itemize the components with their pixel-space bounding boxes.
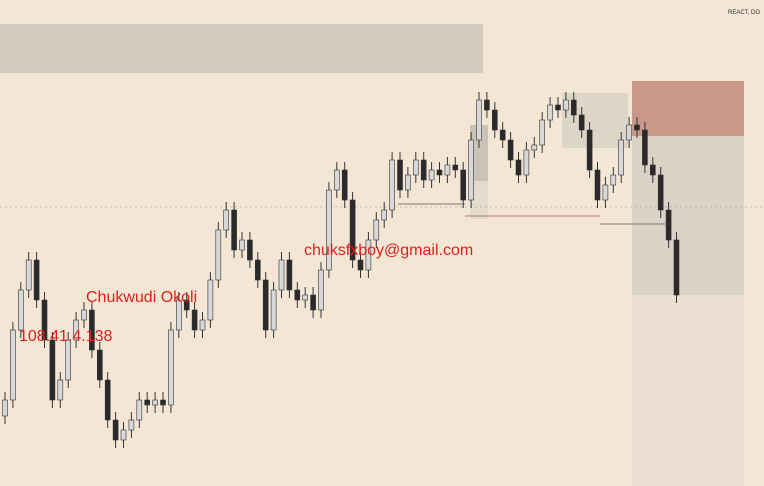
candle-body — [444, 164, 451, 176]
candle-body — [17, 289, 24, 331]
candle-body — [428, 169, 435, 181]
zone — [632, 295, 744, 486]
candle-body — [168, 329, 174, 406]
watermark-name: Chukwudi Okoli — [86, 289, 197, 306]
candle-body — [302, 294, 309, 301]
candle-body — [436, 169, 443, 176]
candle-body — [112, 419, 119, 441]
candle-body — [128, 419, 135, 431]
candle-body — [365, 239, 372, 271]
candle-body — [373, 219, 380, 241]
candle-body — [634, 124, 640, 131]
candle-body — [570, 99, 577, 116]
zone — [470, 181, 488, 219]
candle-body — [2, 399, 8, 417]
candle-body — [262, 279, 269, 331]
candle-body — [531, 144, 538, 151]
candle-body — [57, 379, 64, 401]
candle-body — [199, 319, 206, 331]
candle-body — [310, 294, 316, 311]
candle-body — [278, 259, 285, 291]
candle-body — [97, 349, 103, 381]
candle-body — [412, 159, 419, 176]
candle-body — [484, 99, 490, 111]
zone — [632, 136, 744, 295]
candle-body — [673, 239, 680, 296]
zone — [632, 81, 744, 136]
candle-body — [104, 379, 111, 421]
candle-body — [381, 209, 388, 221]
corner-label: REACT, DO — [728, 10, 760, 16]
candle-body — [657, 174, 664, 211]
candle-body — [286, 259, 293, 291]
candle-body — [341, 169, 348, 201]
candle-body — [247, 239, 253, 261]
candle-body — [452, 164, 459, 171]
candles — [2, 92, 680, 448]
candle-body — [389, 159, 395, 211]
candle-body — [349, 199, 356, 261]
candle-body — [649, 164, 656, 176]
candle-body — [73, 319, 79, 341]
candle-body — [547, 104, 553, 121]
zone — [0, 24, 483, 73]
candle-body — [207, 279, 214, 321]
zone — [470, 125, 488, 181]
candle-body — [160, 399, 166, 406]
candle-body — [318, 269, 324, 311]
candle-body — [49, 339, 56, 401]
candle-body — [460, 169, 467, 201]
candle-body — [183, 299, 190, 311]
candle-body — [65, 339, 71, 381]
watermark-email: chuksfxboy@gmail.com — [304, 242, 473, 259]
candle-body — [555, 104, 561, 111]
candle-body — [523, 149, 530, 176]
candle-body — [626, 124, 632, 141]
candle-body — [499, 129, 506, 141]
candle-body — [215, 229, 222, 281]
candle-body — [602, 184, 609, 201]
candle-body — [476, 99, 482, 141]
candle-body — [152, 399, 158, 406]
candle-body — [136, 399, 143, 421]
candle-body — [539, 119, 546, 146]
candle-body — [515, 159, 522, 176]
candle-body — [405, 174, 411, 191]
candle-body — [420, 159, 427, 181]
candle-body — [397, 159, 403, 191]
candle-body — [223, 209, 229, 231]
candle-body — [10, 329, 16, 401]
candle-body — [642, 129, 648, 166]
candle-body — [357, 259, 364, 271]
candle-body — [25, 259, 32, 291]
candle-body — [507, 139, 514, 161]
watermark-ip: 108.41.4.138 — [19, 328, 113, 345]
candle-body — [191, 309, 198, 331]
candle-body — [586, 129, 593, 171]
candle-body — [618, 139, 625, 176]
candle-body — [81, 309, 87, 321]
candle-body — [120, 429, 127, 441]
candle-body — [33, 259, 40, 301]
candle-body — [665, 209, 672, 241]
candle-body — [41, 299, 48, 341]
candle-body — [468, 139, 474, 201]
candle-body — [144, 399, 150, 406]
candle-body — [239, 239, 245, 251]
candle-body — [231, 209, 237, 251]
candle-body — [333, 169, 340, 191]
candle-body — [176, 299, 182, 331]
candle-body — [89, 309, 95, 351]
candle-body — [491, 109, 498, 131]
candle-body — [255, 259, 261, 281]
candle-body — [294, 289, 301, 301]
candle-body — [594, 169, 601, 201]
candle-body — [578, 114, 585, 131]
candle-body — [326, 189, 332, 271]
candle-body — [270, 289, 277, 331]
candle-body — [563, 99, 569, 111]
candle-body — [610, 174, 617, 186]
